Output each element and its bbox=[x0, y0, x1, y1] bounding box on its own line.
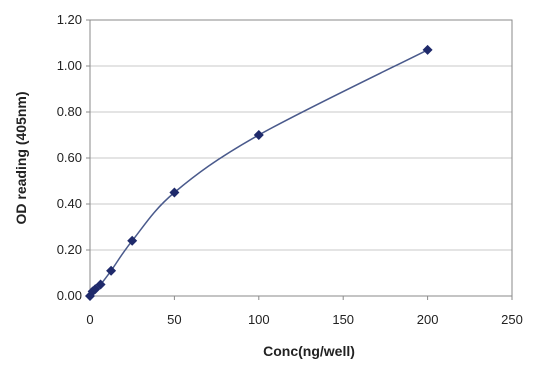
y-tick-label: 0.80 bbox=[57, 104, 82, 119]
fit-curve bbox=[89, 49, 428, 297]
x-tick-label: 150 bbox=[332, 312, 354, 327]
y-axis-title: OD reading (405nm) bbox=[13, 91, 29, 224]
x-tick-label: 250 bbox=[501, 312, 523, 327]
y-tick-label: 0.60 bbox=[57, 150, 82, 165]
x-axis-title: Conc(ng/well) bbox=[263, 343, 355, 359]
data-point bbox=[169, 187, 180, 198]
y-tick-label: 1.20 bbox=[57, 12, 82, 27]
x-axis-ticks: 0 50 100 150 200 250 bbox=[86, 296, 523, 327]
y-tick-label: 0.00 bbox=[57, 288, 82, 303]
x-tick-label: 50 bbox=[167, 312, 181, 327]
y-tick-label: 0.40 bbox=[57, 196, 82, 211]
y-axis-ticks: 0.00 0.20 0.40 0.60 0.80 1.00 1.20 bbox=[57, 12, 90, 303]
data-point bbox=[106, 265, 117, 276]
x-tick-label: 0 bbox=[86, 312, 93, 327]
data-points bbox=[85, 44, 433, 301]
x-tick-label: 100 bbox=[248, 312, 270, 327]
data-point bbox=[253, 130, 264, 140]
data-point bbox=[95, 279, 106, 290]
gridlines bbox=[90, 65, 512, 251]
data-point bbox=[127, 235, 138, 246]
data-point bbox=[422, 44, 433, 55]
y-tick-label: 0.20 bbox=[57, 242, 82, 257]
y-tick-label: 1.00 bbox=[57, 58, 82, 73]
x-tick-label: 200 bbox=[417, 312, 439, 327]
